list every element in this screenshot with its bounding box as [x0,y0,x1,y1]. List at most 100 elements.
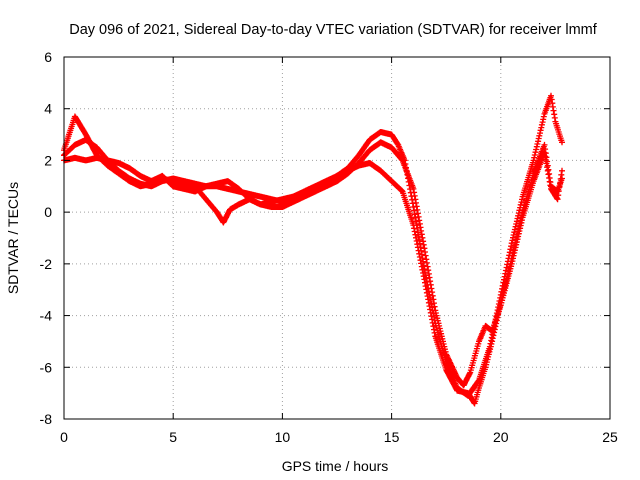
data-point [281,205,284,209]
data-point [182,182,186,185]
data-point [390,133,393,136]
data-point [172,179,175,183]
data-point [313,185,317,188]
axis-ticks: 0 5 10 15 20 25 -8 -6 -4 -2 0 2 4 6 [40,49,618,445]
x-tick-label: 10 [275,429,291,445]
x-tick-label: 0 [60,429,68,445]
data-point [324,185,328,188]
data-point [228,208,232,211]
data-point [226,179,229,183]
data-point [490,329,494,333]
data-point [543,112,546,116]
data-point [499,304,502,307]
data-point [204,198,208,201]
data-point [84,133,88,136]
data-point [473,402,476,405]
data-point [117,161,120,165]
data-point [543,143,546,147]
data-point [182,187,186,191]
data-point [560,169,564,172]
data-point [379,141,382,144]
data-point [303,190,306,193]
data-point [73,156,77,160]
data-point [390,179,393,183]
data-point [434,309,437,312]
data-point [303,195,306,198]
data-series [61,92,565,407]
x-tick-label: 25 [602,429,618,445]
data-point [510,262,513,266]
data-point [521,195,524,198]
data-point [490,340,494,343]
data-point [95,146,98,149]
data-point [106,164,109,167]
data-point [543,151,546,154]
data-point [556,198,559,201]
chart-title: Day 096 of 2021, Sidereal Day-to-day VTE… [69,22,598,38]
data-point [222,221,225,224]
data-point [396,143,400,147]
data-point [172,185,175,188]
data-point [248,198,251,201]
data-point [215,182,219,185]
data-point [248,192,251,196]
data-point [466,391,470,395]
data-point [226,187,229,191]
y-tick-label: 6 [44,49,52,65]
data-point [117,172,120,175]
data-point [73,115,77,118]
data-point [237,187,240,191]
data-point [521,216,524,219]
y-tick-label: -6 [40,359,53,375]
data-point [335,179,339,183]
data-point [368,148,371,152]
data-point [390,146,393,149]
y-tick-label: -8 [40,411,53,427]
data-point [445,368,448,372]
data-point [292,195,295,198]
data-point [270,205,273,209]
data-point [204,185,208,188]
x-tick-label: 15 [384,429,400,445]
data-point [270,200,273,203]
y-tick-label: -4 [40,308,53,324]
data-point [215,210,219,214]
data-point [259,203,262,206]
x-tick-label: 20 [493,429,509,445]
data-point [193,190,197,193]
data-point [106,159,109,162]
data-point [128,179,131,183]
data-point [237,203,240,206]
plot-frame [63,56,611,420]
data-point [532,159,535,162]
data-point [379,169,382,172]
data-point [477,340,481,343]
data-point [549,94,553,97]
data-point [193,185,197,188]
data-point [510,241,513,245]
data-point [368,161,371,165]
data-point [259,195,262,198]
data-point [161,174,164,178]
data-point [423,247,426,250]
data-point [150,179,153,183]
data-point [139,185,142,188]
data-point [455,376,459,379]
series-2 [61,113,565,407]
y-tick-label: -2 [40,256,53,272]
data-point [412,223,415,227]
y-tick-label: 4 [44,101,52,117]
data-point [357,161,361,165]
data-point [139,174,142,178]
data-point [84,159,88,162]
data-point [554,120,557,123]
data-point [445,353,448,356]
data-point [469,371,472,374]
data-point [455,389,459,392]
series-2-markers [61,113,565,407]
y-tick-label: 2 [44,152,52,168]
data-point [357,154,361,157]
data-point [73,143,77,147]
data-point [281,198,284,201]
data-point [484,324,487,328]
